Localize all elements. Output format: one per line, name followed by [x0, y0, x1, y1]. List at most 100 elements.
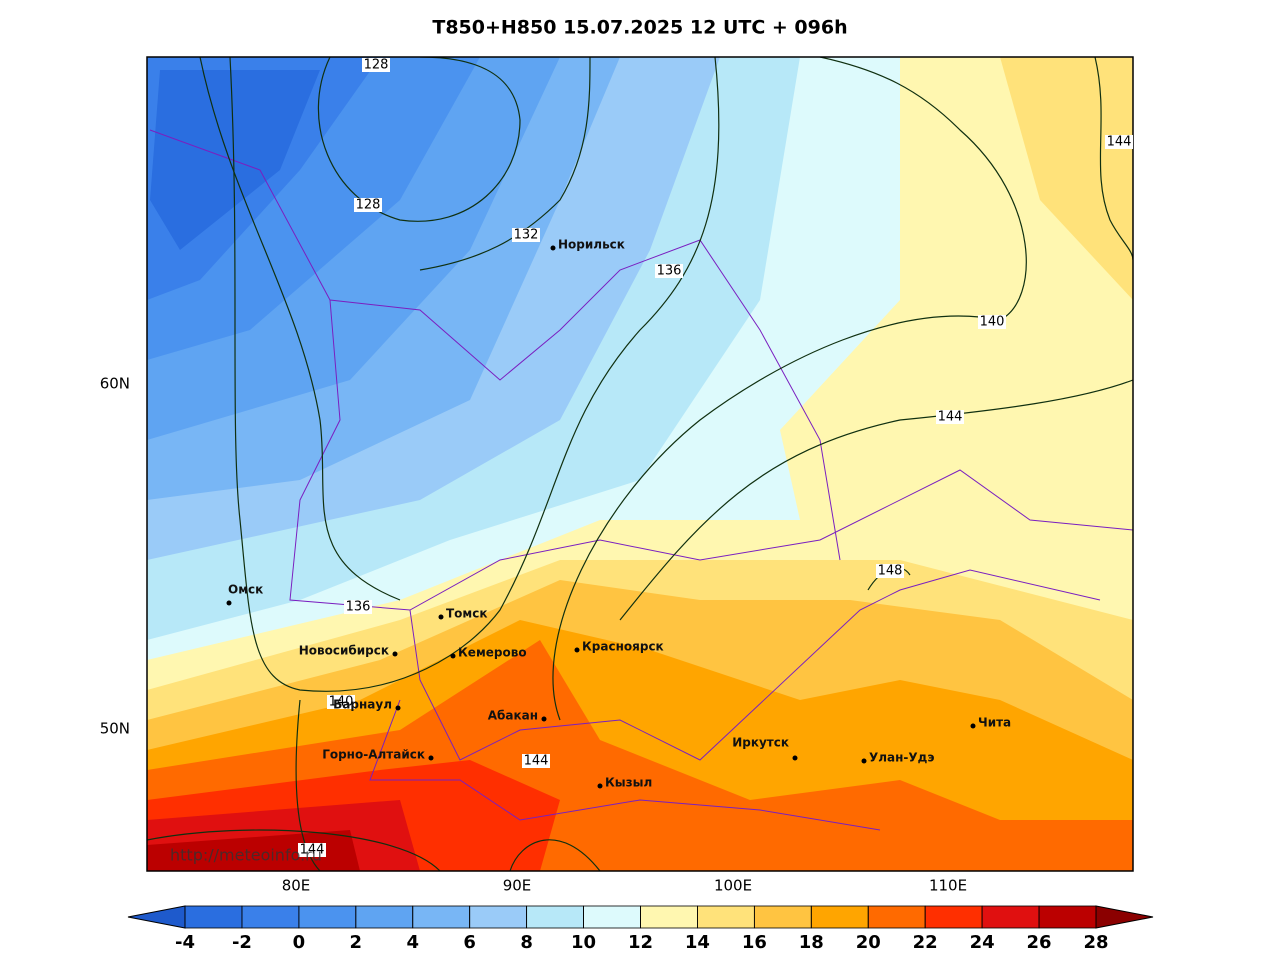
contour-label: 148	[878, 564, 903, 579]
colorbar-segment	[583, 905, 641, 929]
colorbar-tick-label: 6	[463, 932, 476, 953]
contour-label: 144	[524, 754, 549, 769]
map-frame	[146, 56, 1134, 872]
contour-label: 140	[980, 315, 1005, 330]
contour-label: 128	[364, 58, 389, 73]
lon-label: 80E	[282, 877, 311, 895]
overlays	[147, 57, 1133, 871]
temperature-band	[150, 70, 320, 250]
colorbar-segment	[924, 905, 983, 929]
contour-label-bg	[978, 315, 1006, 329]
colorbar-tick-label: 24	[970, 932, 995, 953]
colorbar-tick-label: 8	[520, 932, 533, 953]
lat-label: 50N	[100, 720, 130, 738]
contour-label-bg	[522, 754, 550, 768]
colorbar-segment	[469, 905, 528, 929]
colorbar-tick-label: 28	[1083, 932, 1108, 953]
city-dot	[428, 755, 434, 761]
city-dot	[597, 783, 603, 789]
city-label: Барнаул	[333, 698, 392, 712]
colorbar-segment	[640, 905, 698, 929]
contour-label-bg	[512, 228, 540, 242]
contour-label-bg	[936, 410, 964, 424]
city-label: Абакан	[488, 709, 538, 723]
city-dot	[970, 723, 976, 729]
colorbar-extend-high	[1095, 905, 1154, 929]
city-dot	[438, 614, 444, 620]
title: T850+H850 15.07.2025 12 UTC + 096h	[432, 17, 847, 39]
colorbar-segment	[355, 905, 414, 929]
lon-label: 90E	[503, 877, 532, 895]
colorbar-tick-label: 20	[856, 932, 881, 953]
credit: http://meteoinfo.ru	[170, 846, 322, 865]
colorbar-segment	[184, 905, 243, 929]
city-dot	[395, 705, 401, 711]
contour-label: 136	[657, 264, 682, 279]
city-label: Норильск	[558, 238, 625, 252]
colorbar-tick-label: 22	[913, 932, 938, 953]
colorbar-tick-label: 10	[571, 932, 596, 953]
colorbar-segment	[753, 905, 812, 929]
temperature-field	[147, 57, 1133, 871]
contour-label-bg	[354, 198, 382, 212]
colorbar-tick-label: 0	[293, 932, 306, 953]
city-label: Новосибирск	[299, 644, 389, 658]
contour-label-bg	[876, 564, 904, 578]
city-dot	[541, 716, 547, 722]
contour-label: 144	[300, 843, 325, 858]
city-label: Кызыл	[605, 776, 652, 790]
contour-label-bg	[362, 58, 390, 72]
contour-label-bg	[327, 695, 355, 709]
colorbar-tick-label: 12	[628, 932, 653, 953]
colorbar-segment	[697, 905, 755, 929]
colorbar-tick-label: 18	[799, 932, 824, 953]
colorbar-segment	[867, 905, 926, 929]
colorbar-tick-label: -2	[232, 932, 252, 953]
contour-label: 136	[346, 600, 371, 615]
city-dot	[550, 245, 556, 251]
colorbar-segment	[241, 905, 300, 929]
city-dot	[792, 755, 798, 761]
city-dot	[392, 651, 398, 657]
city-dot	[226, 600, 232, 606]
contour-label: 128	[356, 198, 381, 213]
city-label: Улан-Удэ	[869, 751, 934, 765]
colorbar-tick-label: 2	[350, 932, 363, 953]
contour-label-bg	[344, 600, 372, 614]
colorbar-segment	[412, 905, 471, 929]
city-label: Иркутск	[732, 736, 789, 750]
colorbar-tick-label: -4	[175, 932, 195, 953]
colorbar-tick-label: 26	[1027, 932, 1052, 953]
temperature-band	[147, 830, 360, 871]
colorbar-segment	[526, 905, 584, 929]
colorbar-extend-low	[127, 905, 186, 929]
contour-label: 140	[329, 695, 354, 710]
city-dot	[450, 653, 456, 659]
lon-label: 110E	[929, 877, 967, 895]
city-dot	[861, 758, 867, 764]
colorbar-tick-label: 4	[406, 932, 419, 953]
colorbar-segment	[298, 905, 357, 929]
lat-label: 60N	[100, 375, 130, 393]
city-label: Томск	[446, 607, 488, 621]
contour-label: 132	[514, 228, 539, 243]
contour-label-bg	[655, 264, 683, 278]
colorbar-tick-label: 14	[685, 932, 710, 953]
colorbar: -4 -2 0 2 4 6 8 10 12 14 16 18 20 22 24 26 28	[127, 905, 1154, 953]
colorbar-tick-label: 16	[742, 932, 767, 953]
lon-label: 100E	[714, 877, 752, 895]
contour-label: 144	[938, 410, 963, 425]
contour-label-bg	[298, 843, 326, 857]
colorbar-segment	[1038, 905, 1097, 929]
city-label: Чита	[978, 716, 1011, 730]
colorbar-segment	[810, 905, 869, 929]
colorbar-segment	[981, 905, 1040, 929]
city-label: Красноярск	[582, 640, 664, 654]
city-dot	[574, 647, 580, 653]
city-label: Горно-Алтайск	[322, 748, 425, 762]
temperature-band	[1000, 57, 1133, 300]
city-label: Кемерово	[458, 646, 527, 660]
map-labels: 60N 50N 80E 90E 100E 110E 128 128 132 136 140 144 14…	[100, 58, 1133, 895]
contour-label-bg	[1105, 135, 1133, 149]
city-label: Омск	[228, 583, 263, 597]
